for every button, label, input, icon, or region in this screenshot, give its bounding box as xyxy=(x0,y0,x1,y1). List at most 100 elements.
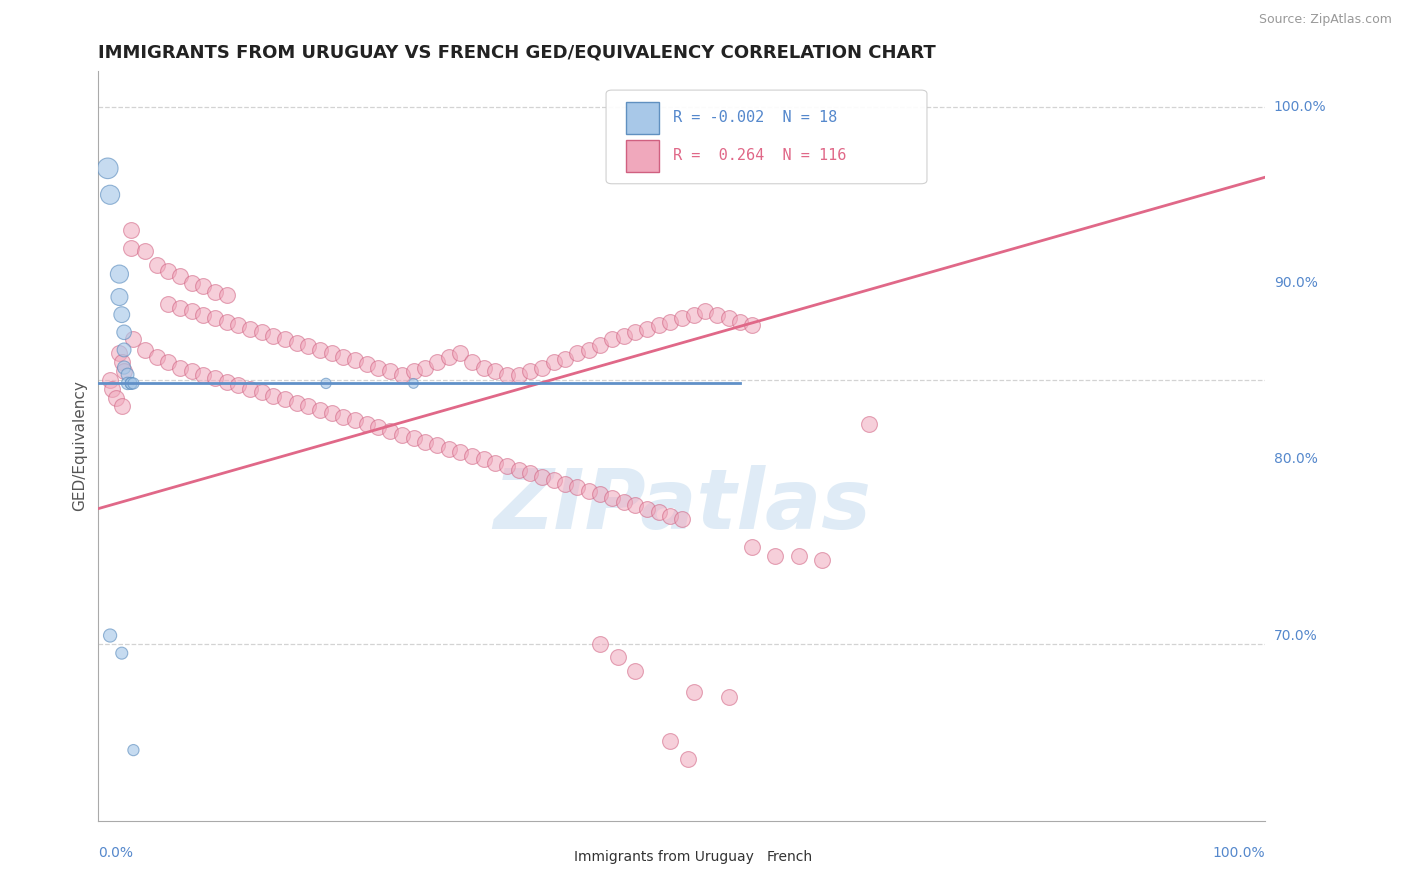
Point xyxy=(706,308,728,322)
Point xyxy=(367,420,389,434)
Point xyxy=(344,353,367,368)
Point xyxy=(356,357,378,371)
Point xyxy=(122,376,145,391)
Point xyxy=(108,290,131,304)
Text: French: French xyxy=(766,849,813,863)
Point xyxy=(682,308,704,322)
Point xyxy=(193,368,215,382)
Point xyxy=(437,350,460,364)
Point xyxy=(332,350,354,364)
Point xyxy=(356,417,378,431)
Point xyxy=(589,337,612,351)
Point xyxy=(228,318,250,333)
Point xyxy=(565,346,588,360)
Point xyxy=(543,474,565,488)
Text: 100.0%: 100.0% xyxy=(1213,846,1265,860)
Point xyxy=(578,483,600,498)
Point xyxy=(332,409,354,424)
Point xyxy=(262,389,284,403)
Point xyxy=(112,326,135,340)
Point xyxy=(484,456,506,470)
Point xyxy=(169,360,191,375)
Point xyxy=(437,442,460,456)
Point xyxy=(449,346,471,360)
Point xyxy=(180,364,202,378)
FancyBboxPatch shape xyxy=(747,851,758,862)
Point xyxy=(676,752,699,766)
Point xyxy=(117,368,139,382)
Point xyxy=(169,268,191,283)
Point xyxy=(519,467,541,481)
Point xyxy=(589,487,612,501)
Point xyxy=(157,297,180,311)
Point xyxy=(671,512,693,526)
Point xyxy=(508,368,530,382)
Point xyxy=(647,505,669,519)
Point xyxy=(472,360,495,375)
Point xyxy=(285,396,308,410)
Point xyxy=(858,417,880,431)
Text: Source: ZipAtlas.com: Source: ZipAtlas.com xyxy=(1258,13,1392,27)
Point xyxy=(391,427,413,442)
Text: R = -0.002  N = 18: R = -0.002 N = 18 xyxy=(672,111,837,126)
Text: 70.0%: 70.0% xyxy=(1274,629,1317,642)
Point xyxy=(120,241,142,255)
Point xyxy=(484,364,506,378)
Point xyxy=(543,355,565,369)
Text: Immigrants from Uruguay: Immigrants from Uruguay xyxy=(574,849,754,863)
Point xyxy=(250,326,273,340)
Point xyxy=(380,424,402,438)
Point xyxy=(682,685,704,699)
FancyBboxPatch shape xyxy=(554,851,565,862)
Point xyxy=(180,276,202,290)
Point xyxy=(606,649,628,664)
Point xyxy=(402,376,425,391)
Point xyxy=(600,332,623,346)
Point xyxy=(250,385,273,400)
Point xyxy=(380,364,402,378)
Point xyxy=(741,318,763,333)
Point xyxy=(636,322,658,336)
Point xyxy=(530,360,553,375)
Point xyxy=(426,355,449,369)
Point xyxy=(589,637,612,651)
Point xyxy=(391,368,413,382)
Point xyxy=(98,373,121,387)
Point xyxy=(98,628,121,642)
Point xyxy=(613,328,636,343)
Point xyxy=(98,187,121,202)
Point xyxy=(169,301,191,315)
Point xyxy=(111,308,134,322)
Point xyxy=(112,364,135,378)
Point xyxy=(104,391,127,405)
Point xyxy=(730,315,752,329)
Point xyxy=(315,376,337,391)
Point xyxy=(111,355,134,369)
Point xyxy=(717,311,740,326)
Point xyxy=(402,431,425,445)
Point xyxy=(112,343,135,357)
Point xyxy=(297,400,319,414)
Point xyxy=(108,267,131,281)
Point xyxy=(274,392,297,407)
Point xyxy=(120,223,142,237)
Point xyxy=(787,549,810,564)
Point xyxy=(122,332,145,346)
Point xyxy=(402,364,425,378)
Text: 0.0%: 0.0% xyxy=(98,846,134,860)
Point xyxy=(659,734,682,748)
Text: 90.0%: 90.0% xyxy=(1274,276,1317,290)
FancyBboxPatch shape xyxy=(626,103,658,134)
Y-axis label: GED/Equivalency: GED/Equivalency xyxy=(72,381,87,511)
Point xyxy=(344,413,367,427)
FancyBboxPatch shape xyxy=(606,90,927,184)
Point xyxy=(120,376,142,391)
Point xyxy=(624,326,647,340)
Point xyxy=(101,382,124,396)
Point xyxy=(117,376,139,391)
Point xyxy=(97,161,120,176)
Point xyxy=(624,498,647,512)
Point xyxy=(472,452,495,467)
Point xyxy=(578,343,600,357)
Point xyxy=(717,690,740,705)
